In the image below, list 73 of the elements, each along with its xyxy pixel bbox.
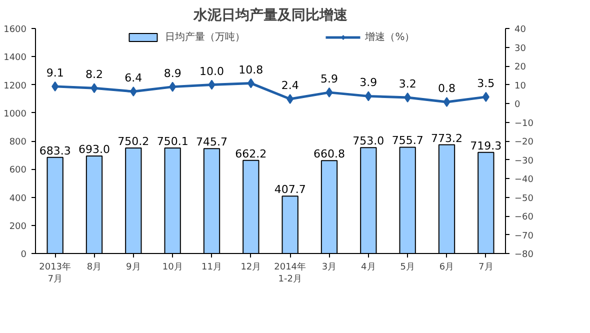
- y2-tick-label: −70: [514, 231, 534, 242]
- point: [364, 91, 372, 102]
- x-tick-label: 6月: [439, 262, 454, 272]
- point: [208, 80, 216, 90]
- x-tick-label: 11月: [202, 262, 222, 272]
- y2-tick-label: −30: [514, 156, 534, 166]
- point: [247, 78, 254, 88]
- data-label: 8.9: [164, 66, 182, 80]
- y2-tick-label: 20: [514, 62, 526, 72]
- data-label: 10.0: [200, 64, 224, 78]
- point: [90, 83, 98, 94]
- data-label: 3.2: [398, 78, 416, 90]
- y-tick-label: 1000: [4, 109, 27, 120]
- data-label: 755.7: [392, 134, 424, 148]
- x-tick-label: 8月: [86, 262, 102, 272]
- data-label: 5.9: [320, 72, 338, 86]
- data-label: 773.2: [431, 132, 463, 145]
- y2-tick-label: 30: [514, 44, 526, 54]
- y-tick-label: 1600: [4, 25, 27, 35]
- point: [52, 81, 59, 92]
- data-label: 745.7: [196, 136, 228, 149]
- point: [326, 87, 333, 98]
- y-tick-label: 1400: [4, 53, 27, 64]
- legend-label: 增速（%）: [365, 30, 415, 44]
- data-label: 662.2: [235, 147, 267, 160]
- data-label: 10.8: [238, 63, 264, 76]
- data-label: 750.1: [156, 135, 188, 148]
- y2-tick-label: −80: [514, 250, 534, 260]
- y2-tick-label: −50: [514, 194, 534, 204]
- data-label: 683.3: [39, 144, 71, 158]
- x-tick-label: 7月: [478, 262, 494, 272]
- y-tick-label: 0: [20, 250, 27, 260]
- data-label: 753.0: [352, 134, 384, 148]
- y-tick-label: 400: [9, 194, 27, 204]
- data-label: 660.8: [314, 148, 346, 161]
- y2-tick-label: −10: [514, 118, 534, 129]
- x-tick-label: 5月: [400, 262, 415, 272]
- data-label: 719.3: [470, 139, 502, 152]
- chart-title: 水泥日均产量及同比增速: [192, 6, 348, 24]
- legend-label: 日均产量（万吨）: [165, 30, 246, 44]
- data-label: 9.1: [46, 66, 64, 80]
- y2-tick-label: 0: [514, 100, 520, 110]
- data-label: 3.5: [477, 76, 495, 90]
- data-label: 2.4: [281, 79, 299, 92]
- y2-tick-label: 10: [514, 81, 526, 92]
- y2-tick-label: −20: [514, 138, 534, 148]
- point: [286, 94, 294, 104]
- x-tick-label: 2013年 7月: [39, 262, 72, 284]
- y2-tick-label: −40: [514, 175, 534, 185]
- y-tick-label: 1200: [4, 81, 27, 92]
- y2-tick-label: 40: [514, 25, 526, 35]
- x-tick-label: 2014年 1-2月: [274, 262, 306, 284]
- data-label: 3.9: [360, 76, 378, 90]
- x-tick-label: 9月: [126, 262, 141, 272]
- x-tick-label: 3月: [322, 262, 337, 272]
- point: [169, 82, 176, 92]
- data-label: 8.2: [86, 68, 104, 82]
- point: [482, 92, 490, 102]
- point: [443, 97, 450, 107]
- y2-tick-label: −60: [514, 212, 534, 222]
- point: [404, 92, 412, 102]
- data-label: 407.7: [274, 183, 306, 196]
- data-label: 750.2: [118, 135, 150, 148]
- x-tick-label: 12月: [240, 262, 262, 272]
- data-label: 693.0: [78, 143, 110, 156]
- y-tick-label: 200: [9, 222, 27, 232]
- x-tick-label: 10月: [162, 262, 183, 272]
- point: [130, 86, 137, 96]
- data-label: 6.4: [124, 72, 142, 84]
- x-tick-label: 4月: [361, 262, 376, 272]
- data-label: 0.8: [438, 82, 456, 95]
- y-tick-label: 600: [9, 166, 27, 176]
- y-tick-label: 800: [9, 138, 27, 148]
